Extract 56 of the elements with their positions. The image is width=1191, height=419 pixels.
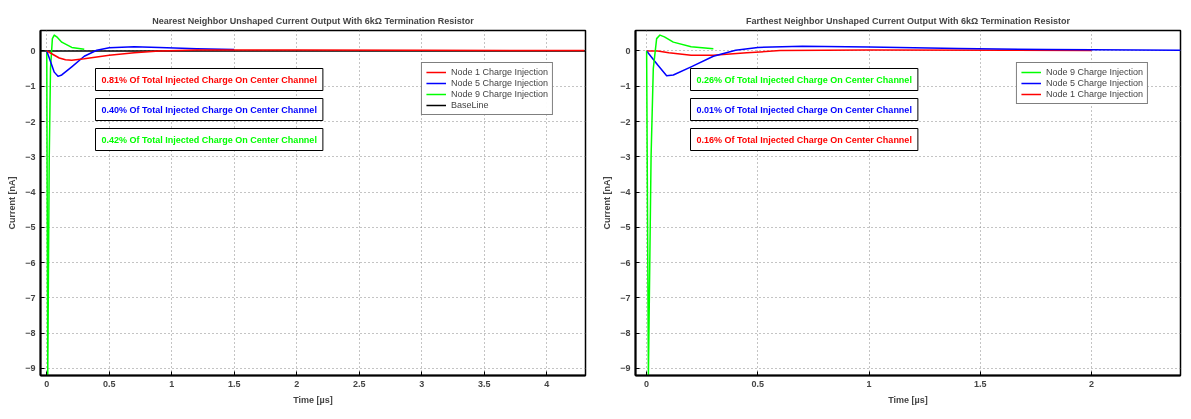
x-tick-label: 2 — [1089, 378, 1095, 389]
x-tick-label: 3.5 — [477, 378, 491, 389]
annotation: 0.16% Of Total Injected Charge On Center Channel — [696, 134, 912, 145]
y-tick-label: −3 — [620, 151, 631, 162]
y-tick-label: −6 — [25, 257, 36, 268]
y-tick-label: 0 — [30, 45, 36, 56]
chart-title: Farthest Neighbor Unshaped Current Output With 6kΩ Termination Resistor — [746, 15, 1071, 26]
line-series — [46, 49, 585, 61]
y-tick-label: −1 — [620, 81, 631, 92]
y-tick-label: −5 — [620, 222, 631, 233]
annotation: 0.40% Of Total Injected Charge On Center Channel — [101, 104, 317, 115]
legend-label: Node 1 Charge Injection — [450, 67, 548, 77]
x-tick-label: 0.5 — [102, 378, 116, 389]
x-tick-label: 0 — [644, 378, 650, 389]
annotation: 0.81% Of Total Injected Charge On Center Channel — [101, 74, 317, 85]
y-tick-label: −9 — [25, 363, 36, 374]
y-tick-label: −8 — [25, 328, 36, 339]
x-axis-title: Time [µs] — [888, 394, 928, 405]
annotation: 0.26% Of Total Injected Charge On Center Channel — [696, 74, 912, 85]
legend-label: Node 9 Charge Injection — [450, 89, 548, 99]
legend-label: Node 5 Charge Injection — [1045, 78, 1143, 88]
y-tick-label: −9 — [620, 363, 631, 374]
x-tick-label: 1 — [866, 378, 872, 389]
legend-label: Node 9 Charge Injection — [1045, 67, 1143, 77]
annotation: 0.42% Of Total Injected Charge On Center Channel — [101, 134, 317, 145]
y-tick-label: 0 — [625, 45, 631, 56]
legend-label: Node 5 Charge Injection — [450, 78, 548, 88]
line-series — [46, 34, 85, 376]
x-tick-label: 0.5 — [751, 378, 765, 389]
x-tick-label: 1.5 — [974, 378, 987, 389]
x-tick-label: 2.5 — [352, 378, 366, 389]
x-tick-label: 2 — [294, 378, 300, 389]
y-tick-label: −6 — [620, 257, 631, 268]
y-tick-label: −8 — [620, 328, 631, 339]
x-tick-label: 3 — [419, 378, 425, 389]
y-tick-label: −7 — [25, 292, 36, 303]
y-axis-title: Current [nA] — [7, 176, 18, 230]
x-tick-label: 4 — [544, 378, 550, 389]
x-tick-label: 0 — [44, 378, 50, 389]
y-tick-label: −4 — [620, 187, 631, 198]
chart-title: Nearest Neighbor Unshaped Current Output With 6kΩ Termination Resistor — [152, 15, 475, 26]
x-tick-label: 1 — [169, 378, 175, 389]
y-tick-label: −2 — [620, 116, 631, 127]
y-tick-label: −1 — [25, 81, 36, 92]
y-axis-title: Current [nA] — [602, 176, 613, 230]
y-tick-label: −7 — [620, 292, 631, 303]
legend-label: BaseLine — [450, 100, 489, 110]
annotation: 0.01% Of Total Injected Charge On Center Channel — [696, 104, 912, 115]
line-series — [645, 45, 1181, 77]
y-tick-label: −2 — [25, 116, 36, 127]
x-tick-label: 1.5 — [227, 378, 241, 389]
y-tick-label: −5 — [25, 222, 36, 233]
legend-label: Node 1 Charge Injection — [1045, 89, 1143, 99]
x-axis-title: Time [µs] — [293, 394, 333, 405]
y-tick-label: −4 — [25, 187, 36, 198]
y-tick-label: −3 — [25, 151, 36, 162]
